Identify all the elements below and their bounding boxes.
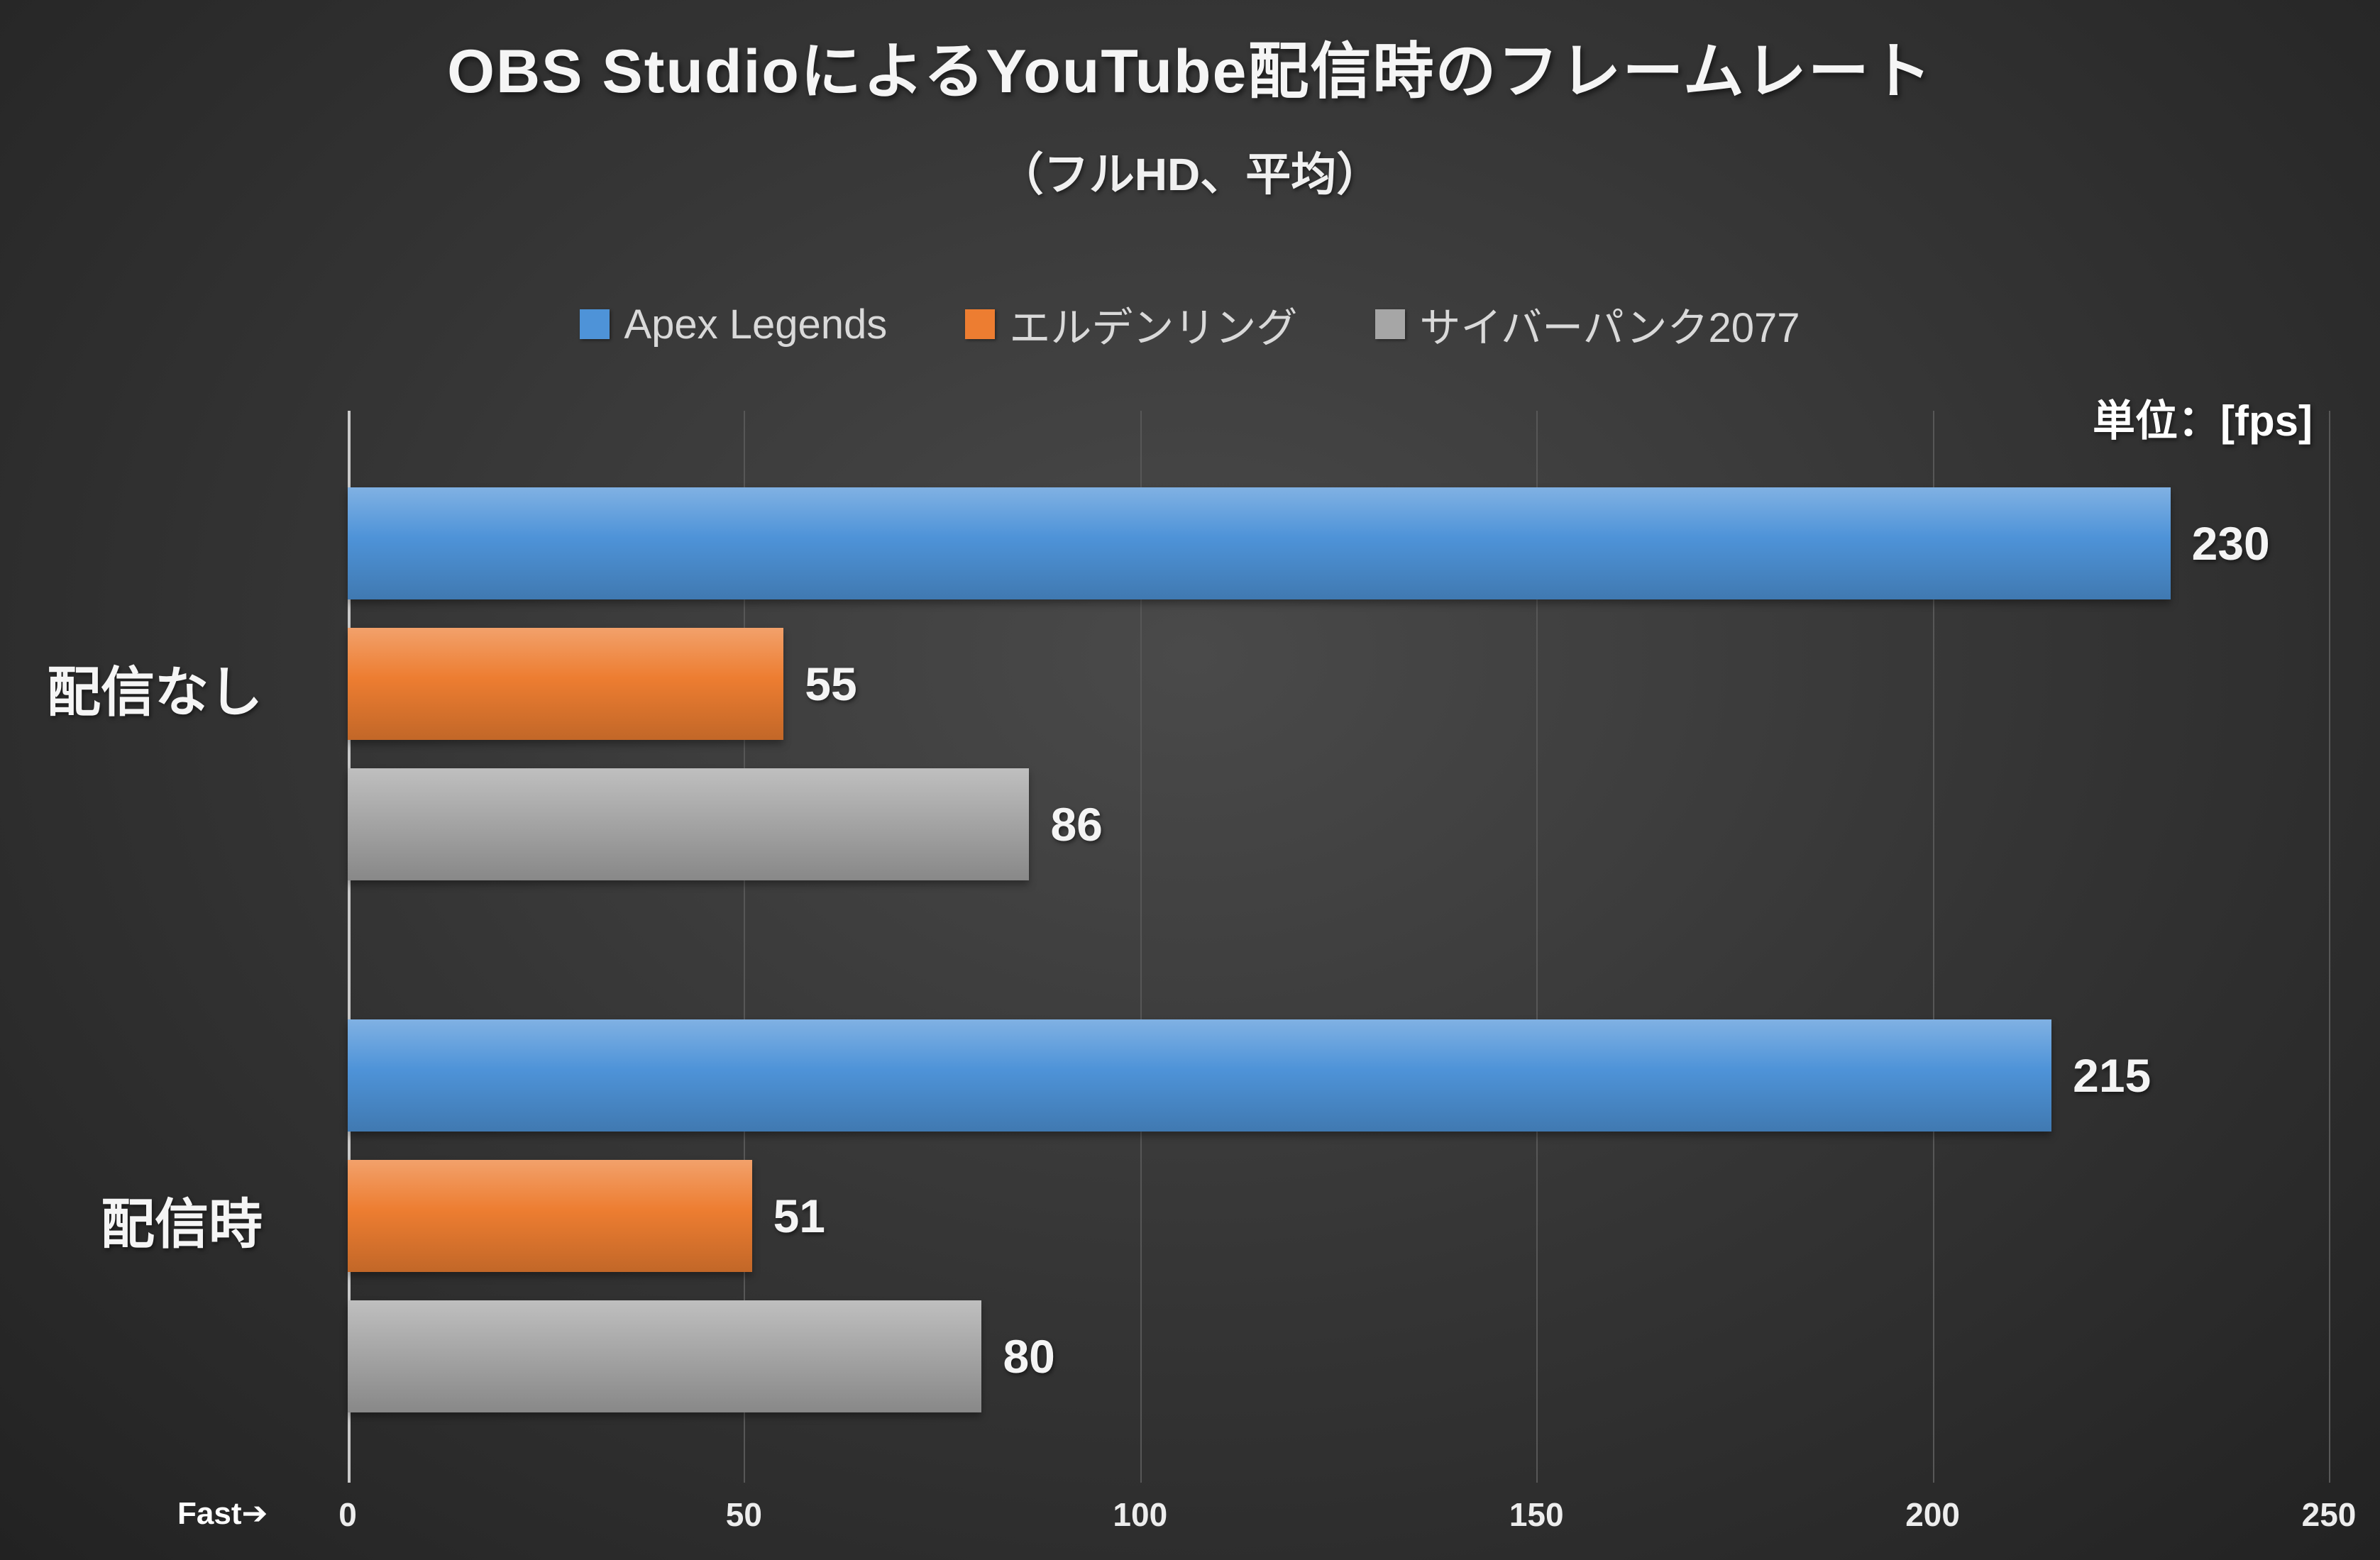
bar-value-label: 86 xyxy=(1050,798,1103,851)
category-label: 配信時 xyxy=(101,1195,263,1255)
x-tick-label: 50 xyxy=(725,1496,762,1533)
bar-row: 215 xyxy=(348,1019,2329,1132)
x-axis-ticks: 0 50 100 150 200 250 xyxy=(338,1495,2356,1545)
bar xyxy=(348,768,1030,880)
bar xyxy=(348,487,2171,599)
bar-value-label: 215 xyxy=(2073,1049,2152,1102)
legend-item: Apex Legends xyxy=(580,301,887,348)
bar-value-label: 55 xyxy=(805,658,857,710)
legend-swatch-icon xyxy=(1375,309,1406,339)
bar xyxy=(348,628,784,740)
plot-area: 230 55 86 215 51 80 xyxy=(348,411,2330,1483)
x-tick-label: 250 xyxy=(2301,1496,2357,1533)
bar xyxy=(348,1300,982,1412)
category-axis: 配信なし配信時 xyxy=(0,411,319,1483)
unit-label: 単位：[fps] xyxy=(2093,397,2313,445)
chart-subtitle: （フルHD、平均） xyxy=(998,149,1382,200)
bar xyxy=(348,1160,752,1272)
category-label: 配信なし xyxy=(47,663,263,723)
legend-swatch-icon xyxy=(965,309,996,339)
legend-item: サイバーパンク2077 xyxy=(1375,294,1800,354)
bar-value-label: 80 xyxy=(1003,1330,1055,1383)
bar-value-label: 230 xyxy=(2191,517,2270,570)
bar xyxy=(348,1019,2052,1132)
legend-swatch-icon xyxy=(580,309,610,339)
chart-title: OBS StudioによるYouTube配信時のフレームレート xyxy=(447,38,1933,106)
bar-value-label: 51 xyxy=(773,1190,825,1242)
bar-row: 86 xyxy=(348,768,2329,880)
legend-label: エルデンリング xyxy=(1009,305,1298,351)
legend-label: サイバーパンク2077 xyxy=(1419,305,1800,351)
gridline xyxy=(1140,411,1142,1483)
bar-row: 230 xyxy=(348,487,2329,599)
x-tick-label: 100 xyxy=(1113,1496,1168,1533)
y-axis-line xyxy=(348,411,351,1483)
gridline xyxy=(1536,411,1538,1483)
legend-label: Apex Legends xyxy=(624,301,888,348)
gridline xyxy=(1932,411,1934,1483)
bar-row: 80 xyxy=(348,1300,2329,1412)
gridline xyxy=(744,411,746,1483)
x-tick-label: 150 xyxy=(1509,1496,1564,1533)
bar-row: 51 xyxy=(348,1160,2329,1272)
x-tick-label: 0 xyxy=(338,1496,357,1533)
legend: Apex Legends エルデンリング サイバーパンク2077 xyxy=(0,294,2380,354)
bar-row: 55 xyxy=(348,628,2329,740)
x-tick-label: 200 xyxy=(1905,1496,1960,1533)
legend-item: エルデンリング xyxy=(965,294,1297,354)
fast-arrow-label: Fast➔ xyxy=(177,1496,268,1531)
gridline xyxy=(2329,411,2330,1483)
